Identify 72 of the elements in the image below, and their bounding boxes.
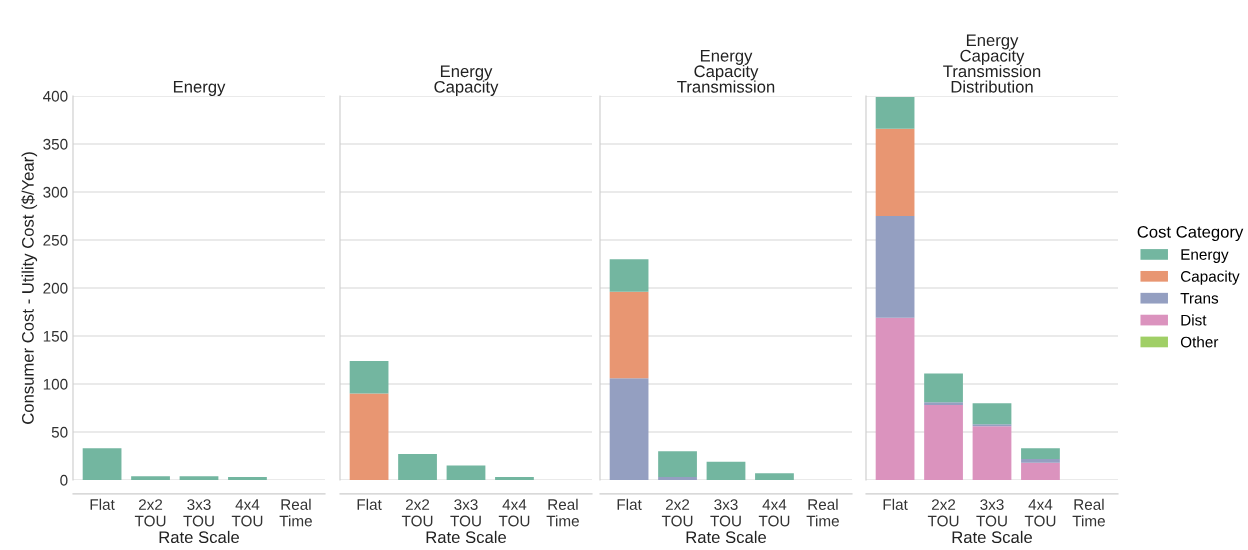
y-tick-label: 400 — [43, 90, 68, 102]
x-tick-label: 2x2 TOU — [927, 499, 959, 527]
chart-title: Energy Capacity Transmission Distribution — [943, 34, 1041, 93]
y-axis-title: Consumer Cost - Utility Cost ($/Year) — [21, 152, 38, 424]
x-tick-label: 2x2 TOU — [134, 499, 166, 527]
bar — [658, 477, 697, 480]
x-tick-label: Flat — [883, 498, 908, 510]
x-tick-label: 4x4 TOU — [1024, 499, 1056, 527]
legend-label: Trans — [1180, 293, 1219, 304]
bar — [924, 402, 963, 406]
bar — [609, 378, 649, 480]
x-tick-label: Real Time — [1072, 498, 1105, 527]
x-tick-label: 3x3 TOU — [450, 499, 481, 527]
y-tick-label: 300 — [43, 186, 68, 198]
bar — [398, 454, 437, 480]
legend-title: Cost Category — [1137, 225, 1244, 242]
bar — [609, 291, 649, 379]
x-tick-label: 4x4 TOU — [498, 499, 530, 527]
x-tick-label: 4x4 TOU — [758, 499, 790, 527]
y-tick-label: 250 — [43, 234, 68, 246]
y-tick-label: 0 — [60, 474, 68, 486]
bar — [658, 451, 697, 478]
bar — [131, 476, 170, 480]
x-tick-label: 3x3 TOU — [710, 499, 741, 527]
bar — [875, 216, 915, 318]
y-tick-label: 350 — [43, 138, 68, 150]
bar — [1021, 462, 1060, 480]
bar — [609, 259, 649, 292]
chart-title: Energy — [173, 81, 226, 96]
chart-title: Energy Capacity Transmission — [677, 50, 775, 93]
bar — [349, 393, 389, 480]
y-tick-label: 200 — [43, 282, 68, 294]
bar — [755, 473, 794, 480]
x-tick-label: Flat — [357, 498, 382, 510]
legend-label: Other — [1180, 336, 1219, 348]
bar — [972, 403, 1012, 425]
legend-label: Dist — [1181, 314, 1207, 326]
x-tick-label: Real Time — [546, 498, 579, 527]
bar — [179, 476, 219, 480]
bar — [972, 426, 1012, 480]
bar — [875, 128, 915, 216]
legend-label: Capacity — [1180, 270, 1240, 285]
x-tick-label: Real Time — [279, 498, 312, 527]
bar — [349, 360, 389, 394]
bar — [1021, 458, 1060, 463]
bar — [875, 96, 915, 129]
bar — [495, 477, 534, 480]
y-tick-label: 150 — [43, 330, 68, 342]
x-tick-label: Flat — [90, 498, 115, 510]
x-axis-title: Rate Scale — [952, 530, 1033, 544]
x-axis-title: Rate Scale — [426, 530, 507, 544]
bar — [228, 477, 267, 480]
legend-label: Energy — [1181, 249, 1229, 263]
x-tick-label: 3x3 TOU — [183, 499, 214, 527]
x-tick-label: 2x2 TOU — [661, 499, 693, 527]
chart-title: Energy Capacity — [434, 65, 499, 96]
bar — [1021, 448, 1060, 459]
y-tick-label: 100 — [43, 378, 68, 390]
bar — [875, 317, 915, 480]
x-tick-label: 3x3 TOU — [976, 499, 1007, 527]
x-tick-label: 2x2 TOU — [401, 499, 433, 527]
x-tick-label: Real Time — [806, 498, 839, 527]
x-axis-title: Rate Scale — [686, 530, 767, 544]
bar — [924, 373, 963, 403]
x-tick-label: Flat — [617, 498, 642, 510]
bar — [706, 461, 746, 480]
bar — [446, 465, 486, 480]
bar — [924, 405, 963, 480]
x-tick-label: 4x4 TOU — [231, 499, 263, 527]
bar — [82, 448, 122, 480]
x-axis-title: Rate Scale — [159, 530, 240, 544]
y-tick-label: 50 — [51, 426, 68, 438]
